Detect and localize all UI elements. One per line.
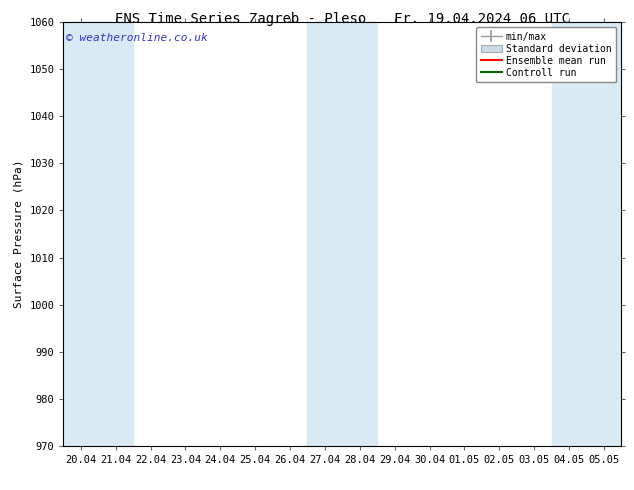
Bar [63, 22, 98, 446]
Bar [552, 22, 621, 446]
Text: © weatheronline.co.uk: © weatheronline.co.uk [66, 33, 208, 43]
Bar [98, 22, 133, 446]
Text: Fr. 19.04.2024 06 UTC: Fr. 19.04.2024 06 UTC [394, 12, 570, 26]
Y-axis label: Surface Pressure (hPa): Surface Pressure (hPa) [14, 160, 24, 308]
Text: ENS Time Series Zagreb - Pleso: ENS Time Series Zagreb - Pleso [115, 12, 366, 26]
Bar [342, 22, 377, 446]
Bar [307, 22, 342, 446]
Legend: min/max, Standard deviation, Ensemble mean run, Controll run: min/max, Standard deviation, Ensemble me… [476, 27, 616, 82]
